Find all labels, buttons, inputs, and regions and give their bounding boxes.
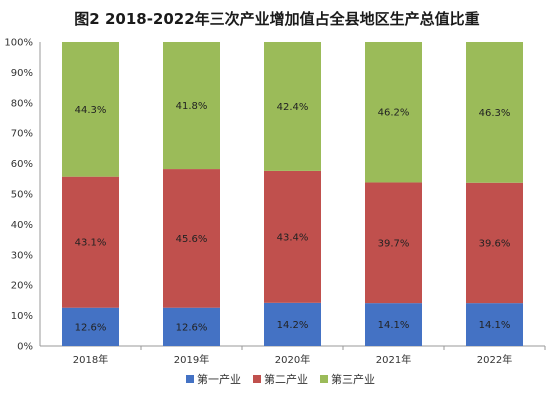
data-label: 14.2%: [277, 320, 309, 331]
x-tick-label: 2018年: [73, 353, 108, 366]
data-label: 12.6%: [176, 322, 208, 333]
y-tick-label: 50%: [11, 190, 33, 201]
bar-segment: [264, 302, 321, 346]
bar-segment: [62, 42, 119, 177]
bar-segment: [365, 42, 422, 183]
legend-swatch: [186, 375, 194, 383]
data-label: 14.1%: [479, 320, 511, 331]
y-tick-label: 20%: [11, 281, 33, 292]
bar-segment: [466, 182, 523, 304]
data-label: 46.3%: [479, 108, 511, 119]
legend-label: 第三产业: [331, 372, 375, 386]
bar-segment: [62, 307, 119, 346]
y-tick-label: 80%: [11, 98, 33, 109]
bar-segment: [163, 42, 220, 170]
data-label: 41.8%: [176, 101, 208, 112]
x-tick-label: 2019年: [174, 353, 209, 366]
x-tick-label: 2022年: [477, 353, 512, 366]
bar-segment: [466, 42, 523, 183]
bar-segment: [365, 182, 422, 304]
data-label: 44.3%: [75, 105, 107, 116]
y-tick-label: 70%: [11, 129, 33, 140]
data-label: 39.6%: [479, 238, 511, 249]
y-tick-label: 90%: [11, 68, 33, 79]
bar-segment: [466, 303, 523, 346]
y-tick-label: 40%: [11, 220, 33, 231]
bar-segment: [264, 170, 321, 303]
data-label: 12.6%: [75, 322, 107, 333]
legend-label: 第二产业: [264, 372, 308, 386]
y-tick-label: 100%: [4, 38, 33, 49]
x-tick-label: 2020年: [275, 353, 310, 366]
y-tick-label: 10%: [11, 311, 33, 322]
chart-title: 图2 2018-2022年三次产业增加值占全县地区生产总值比重: [74, 10, 480, 28]
data-label: 14.1%: [378, 320, 410, 331]
y-tick-label: 30%: [11, 250, 33, 261]
legend-label: 第一产业: [197, 372, 241, 386]
legend-swatch: [320, 375, 328, 383]
legend-swatch: [253, 375, 261, 383]
bar-segment: [163, 169, 220, 308]
data-label: 43.1%: [75, 238, 107, 249]
bar-segment: [163, 307, 220, 346]
bar-segment: [365, 303, 422, 346]
data-label: 39.7%: [378, 238, 410, 249]
bar-segment: [264, 42, 321, 171]
x-tick-label: 2021年: [376, 353, 411, 366]
y-tick-label: 0%: [17, 342, 33, 353]
data-label: 46.2%: [378, 108, 410, 119]
bar-segment: [62, 176, 119, 308]
y-tick-label: 60%: [11, 159, 33, 170]
data-label: 43.4%: [277, 232, 309, 243]
data-label: 45.6%: [176, 234, 208, 245]
data-label: 42.4%: [277, 102, 309, 113]
